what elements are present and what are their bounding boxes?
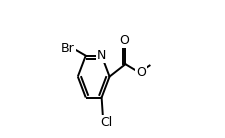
Text: O: O — [119, 34, 128, 47]
Text: O: O — [135, 66, 145, 79]
Text: Br: Br — [61, 42, 74, 55]
Text: Cl: Cl — [100, 116, 112, 129]
Text: N: N — [97, 49, 106, 62]
